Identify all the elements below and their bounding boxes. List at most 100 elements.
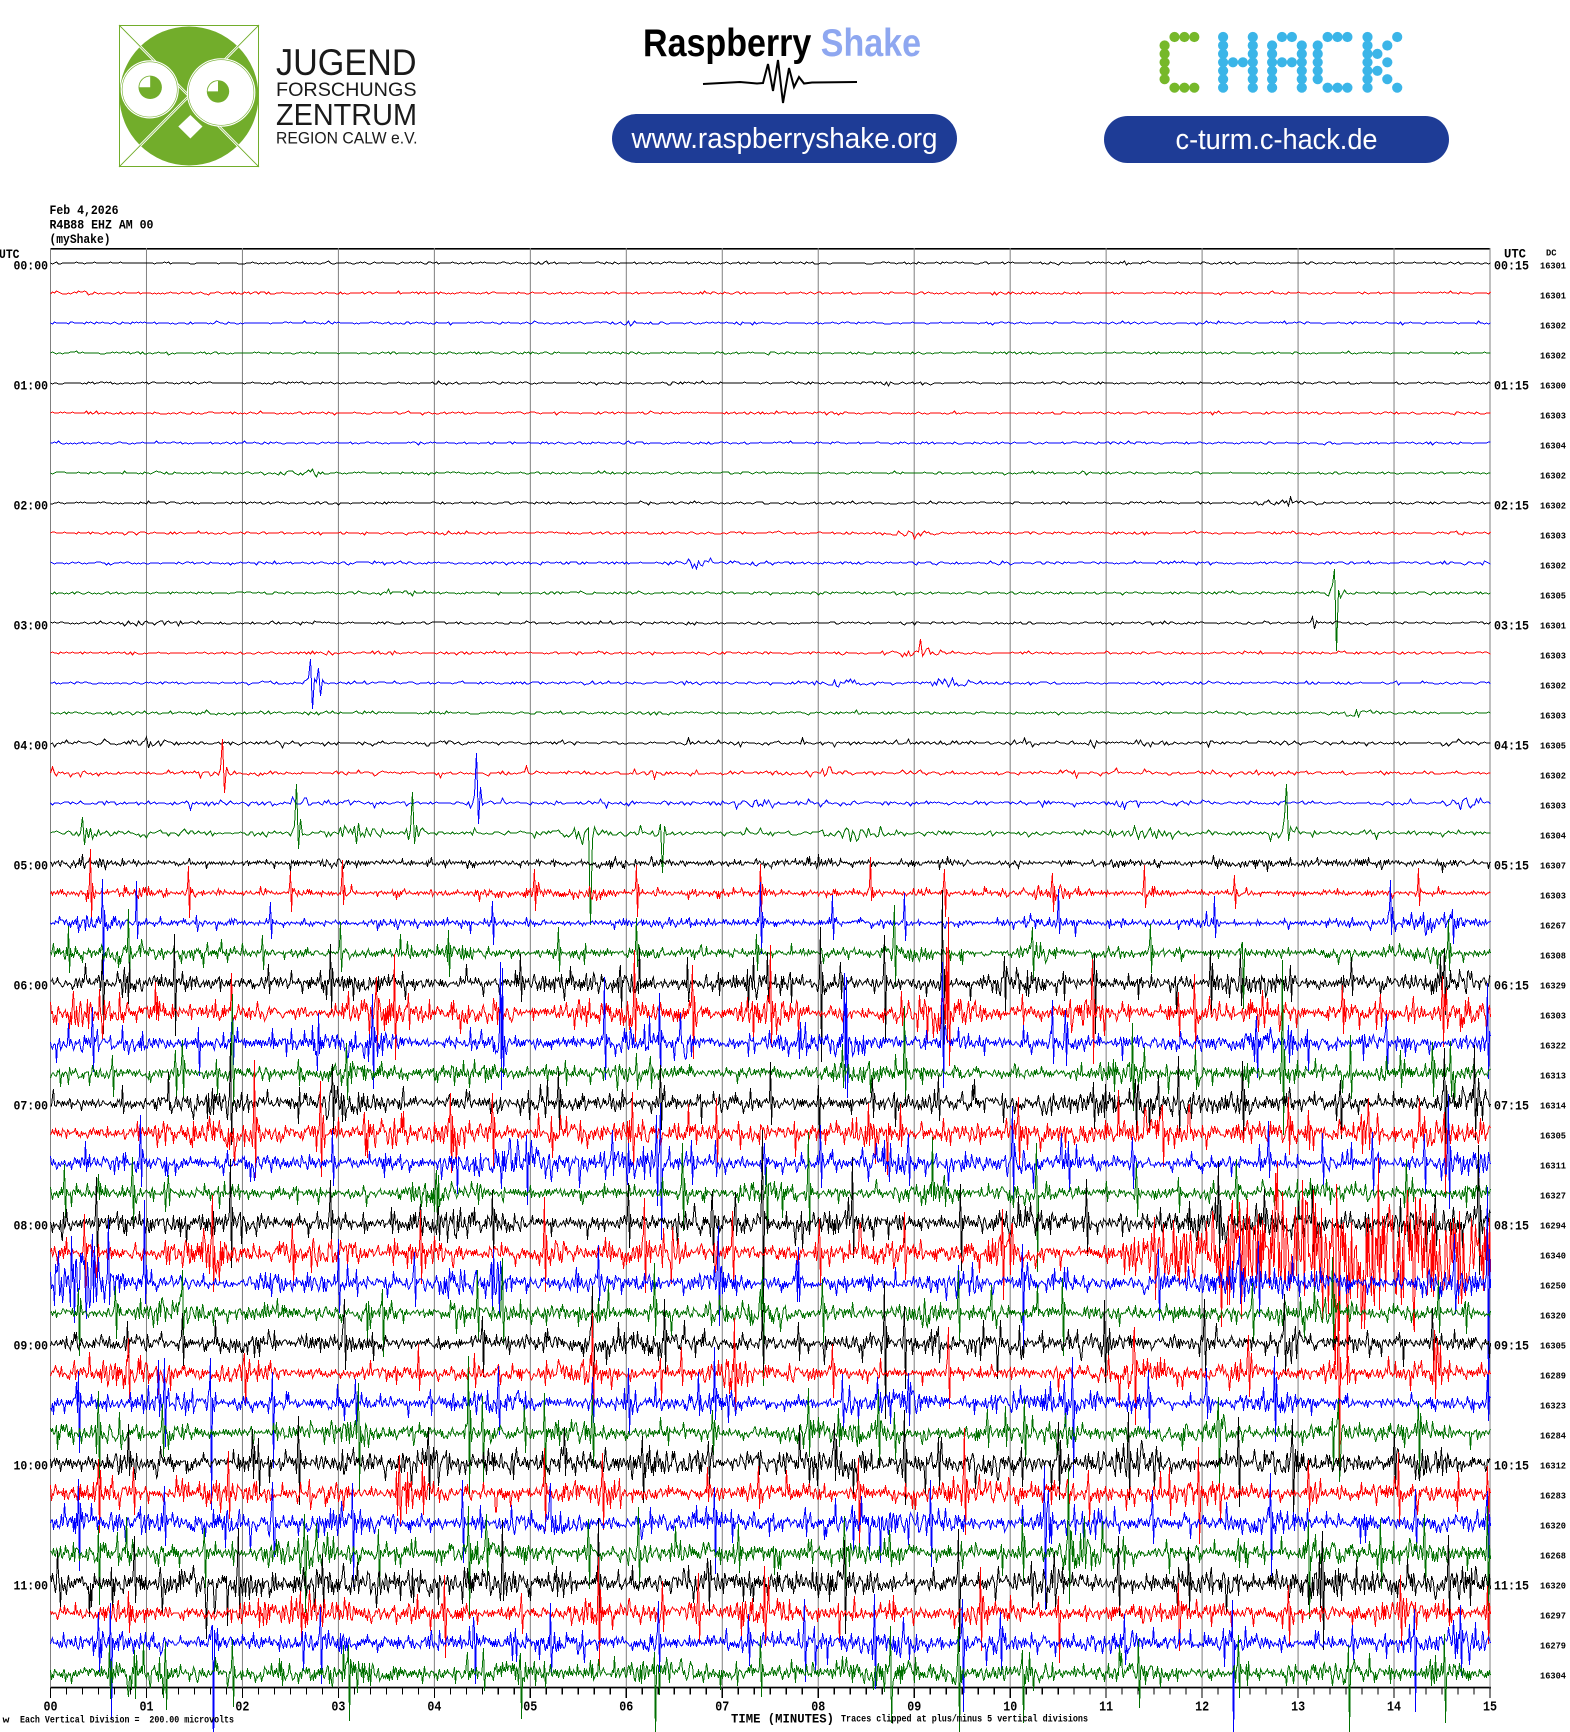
- svg-text:11:00: 11:00: [14, 1579, 49, 1594]
- svg-text:11:15: 11:15: [1494, 1579, 1529, 1594]
- svg-text:03:15: 03:15: [1494, 619, 1529, 634]
- svg-text:ZENTRUM: ZENTRUM: [276, 97, 417, 132]
- svg-text:03:00: 03:00: [14, 619, 49, 634]
- svg-text:16323: 16323: [1540, 1402, 1566, 1412]
- svg-text:UTC: UTC: [1504, 248, 1526, 262]
- svg-text:05:00: 05:00: [14, 859, 49, 874]
- svg-text:16304: 16304: [1540, 442, 1567, 452]
- svg-text:16303: 16303: [1540, 712, 1566, 722]
- svg-text:10:15: 10:15: [1494, 1459, 1529, 1474]
- svg-text:16302: 16302: [1540, 472, 1566, 482]
- svg-text:16303: 16303: [1540, 652, 1566, 662]
- svg-text:11: 11: [1099, 1701, 1113, 1716]
- svg-text:16312: 16312: [1540, 1462, 1566, 1472]
- svg-text:02:00: 02:00: [14, 499, 49, 514]
- svg-text:16311: 16311: [1540, 1162, 1567, 1172]
- svg-text:16308: 16308: [1540, 952, 1566, 962]
- svg-text:16302: 16302: [1540, 562, 1566, 572]
- svg-text:00:00: 00:00: [14, 259, 49, 274]
- svg-text:16305: 16305: [1540, 592, 1566, 602]
- svg-text:(myShake): (myShake): [50, 233, 111, 247]
- svg-text:16305: 16305: [1540, 742, 1566, 752]
- svg-text:08:15: 08:15: [1494, 1219, 1529, 1234]
- svg-text:www.raspberryshake.org: www.raspberryshake.org: [631, 123, 938, 155]
- svg-text:16304: 16304: [1540, 1672, 1567, 1682]
- svg-text:16289: 16289: [1540, 1372, 1566, 1382]
- svg-text:Each Vertical Division = 200.: Each Vertical Division = 200.00 microvol…: [20, 1715, 234, 1727]
- svg-text:16267: 16267: [1540, 922, 1566, 932]
- svg-text:07:00: 07:00: [14, 1099, 49, 1114]
- svg-text:16302: 16302: [1540, 502, 1566, 512]
- svg-text:REGION CALW e.V.: REGION CALW e.V.: [276, 130, 418, 148]
- svg-text:Raspberry Shake: Raspberry Shake: [643, 22, 921, 65]
- svg-text:00:15: 00:15: [1494, 259, 1529, 274]
- svg-text:04: 04: [427, 1701, 441, 1716]
- svg-text:FORSCHUNGS: FORSCHUNGS: [276, 79, 417, 101]
- svg-text:16279: 16279: [1540, 1642, 1566, 1652]
- svg-text:12: 12: [1195, 1701, 1209, 1716]
- svg-text:16302: 16302: [1540, 322, 1566, 332]
- svg-text:08: 08: [811, 1701, 825, 1716]
- svg-text:06:00: 06:00: [14, 979, 49, 994]
- svg-text:02: 02: [235, 1701, 249, 1716]
- svg-text:16302: 16302: [1540, 682, 1566, 692]
- svg-text:09:15: 09:15: [1494, 1339, 1529, 1354]
- svg-text:16313: 16313: [1540, 1072, 1566, 1082]
- svg-text:15: 15: [1483, 1701, 1497, 1716]
- svg-text:16268: 16268: [1540, 1552, 1566, 1562]
- svg-text:16301: 16301: [1540, 262, 1567, 272]
- svg-text:16303: 16303: [1540, 892, 1566, 902]
- svg-text:Feb 4,2026: Feb 4,2026: [50, 204, 119, 218]
- svg-text:16320: 16320: [1540, 1582, 1566, 1592]
- svg-text:16305: 16305: [1540, 1342, 1566, 1352]
- svg-text:16284: 16284: [1540, 1432, 1567, 1442]
- svg-text:16320: 16320: [1540, 1312, 1566, 1322]
- svg-text:16302: 16302: [1540, 352, 1566, 362]
- svg-text:16301: 16301: [1540, 292, 1567, 302]
- svg-text:c-turm.c-hack.de: c-turm.c-hack.de: [1176, 124, 1378, 156]
- svg-text:01:00: 01:00: [14, 379, 49, 394]
- svg-text:08:00: 08:00: [14, 1219, 49, 1234]
- svg-text:16294: 16294: [1540, 1222, 1567, 1232]
- svg-text:04:15: 04:15: [1494, 739, 1529, 754]
- svg-text:JUGEND: JUGEND: [276, 42, 417, 83]
- svg-text:UTC: UTC: [0, 248, 20, 262]
- svg-text:Traces clipped at plus/minus 5: Traces clipped at plus/minus 5 vertical …: [841, 1714, 1088, 1726]
- svg-text:16302: 16302: [1540, 772, 1566, 782]
- svg-text:06: 06: [619, 1701, 633, 1716]
- svg-text:16303: 16303: [1540, 802, 1566, 812]
- svg-text:16297: 16297: [1540, 1612, 1566, 1622]
- svg-text:16340: 16340: [1540, 1252, 1566, 1262]
- svg-text:09:00: 09:00: [14, 1339, 49, 1354]
- svg-text:14: 14: [1387, 1701, 1401, 1716]
- svg-text:01: 01: [140, 1701, 154, 1716]
- svg-text:02:15: 02:15: [1494, 499, 1529, 514]
- svg-text:10: 10: [1003, 1701, 1017, 1716]
- svg-text:16305: 16305: [1540, 1132, 1566, 1142]
- svg-text:16303: 16303: [1540, 412, 1566, 422]
- svg-text:16250: 16250: [1540, 1282, 1566, 1292]
- svg-text:07: 07: [715, 1701, 729, 1716]
- svg-text:16283: 16283: [1540, 1492, 1566, 1502]
- svg-text:04:00: 04:00: [14, 739, 49, 754]
- svg-text:05:15: 05:15: [1494, 859, 1529, 874]
- svg-text:16303: 16303: [1540, 1012, 1566, 1022]
- svg-text:00: 00: [44, 1701, 58, 1716]
- svg-text:TIME (MINUTES): TIME (MINUTES): [731, 1712, 834, 1727]
- svg-text:07:15: 07:15: [1494, 1099, 1529, 1114]
- svg-text:05: 05: [523, 1701, 537, 1716]
- svg-text:16301: 16301: [1540, 622, 1567, 632]
- svg-text:w: w: [3, 1715, 10, 1726]
- svg-text:16320: 16320: [1540, 1522, 1566, 1532]
- svg-text:06:15: 06:15: [1494, 979, 1529, 994]
- svg-text:09: 09: [907, 1701, 921, 1716]
- svg-text:16300: 16300: [1540, 382, 1566, 392]
- svg-text:16314: 16314: [1540, 1102, 1567, 1112]
- svg-text:16303: 16303: [1540, 532, 1566, 542]
- svg-text:16307: 16307: [1540, 862, 1566, 872]
- svg-text:16329: 16329: [1540, 982, 1566, 992]
- svg-text:16304: 16304: [1540, 832, 1567, 842]
- svg-text:13: 13: [1291, 1701, 1305, 1716]
- svg-text:DC: DC: [1546, 248, 1557, 259]
- svg-text:10:00: 10:00: [14, 1459, 49, 1474]
